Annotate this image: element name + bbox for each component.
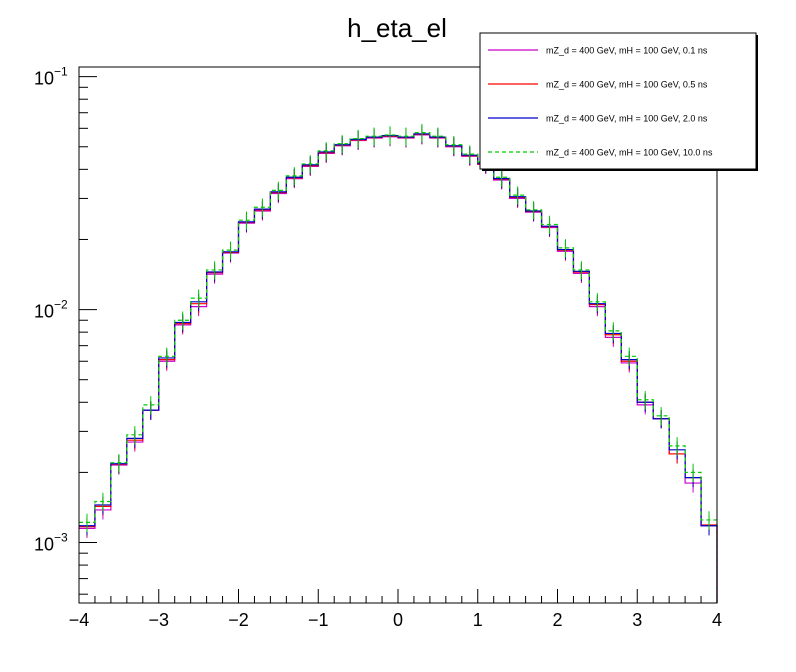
y-tick-label: 10−3 bbox=[34, 531, 68, 555]
x-tick-label: 3 bbox=[632, 610, 642, 630]
chart-title: h_eta_el bbox=[347, 13, 447, 43]
x-tick-label: −3 bbox=[148, 610, 169, 630]
x-tick-label: 2 bbox=[552, 610, 562, 630]
x-tick-label: −4 bbox=[69, 610, 90, 630]
x-tick-label: 0 bbox=[393, 610, 403, 630]
legend-label: mZ_d = 400 GeV, mH = 100 GeV, 0.5 ns bbox=[546, 80, 708, 90]
x-tick-label: 1 bbox=[473, 610, 483, 630]
histogram-layer bbox=[79, 123, 718, 603]
y-tick-label: 10−2 bbox=[34, 298, 68, 322]
x-tick-label: −1 bbox=[308, 610, 329, 630]
x-tick-label: 4 bbox=[712, 610, 722, 630]
legend-label: mZ_d = 400 GeV, mH = 100 GeV, 0.1 ns bbox=[546, 46, 708, 56]
legend-entry-1: mZ_d = 400 GeV, mH = 100 GeV, 0.5 ns bbox=[488, 80, 708, 90]
legend-entry-0: mZ_d = 400 GeV, mH = 100 GeV, 0.1 ns bbox=[488, 46, 708, 56]
series-line-3 bbox=[79, 132, 718, 603]
series-3 bbox=[79, 123, 718, 603]
legend-entry-2: mZ_d = 400 GeV, mH = 100 GeV, 2.0 ns bbox=[488, 114, 708, 124]
x-tick-label: −2 bbox=[228, 610, 249, 630]
y-tick-label: 10−1 bbox=[34, 65, 68, 89]
legend: mZ_d = 400 GeV, mH = 100 GeV, 0.1 ns mZ_d… bbox=[479, 32, 758, 171]
legend-label: mZ_d = 400 GeV, mH = 100 GeV, 2.0 ns bbox=[546, 114, 708, 124]
legend-label: mZ_d = 400 GeV, mH = 100 GeV, 10.0 ns bbox=[546, 148, 713, 158]
axes-layer: −4 −3 −2 −1 0 1 2 3 4 10−3 10−2 10−1 bbox=[34, 65, 722, 630]
legend-box bbox=[479, 32, 757, 170]
legend-entry-3: mZ_d = 400 GeV, mH = 100 GeV, 10.0 ns bbox=[488, 148, 713, 158]
